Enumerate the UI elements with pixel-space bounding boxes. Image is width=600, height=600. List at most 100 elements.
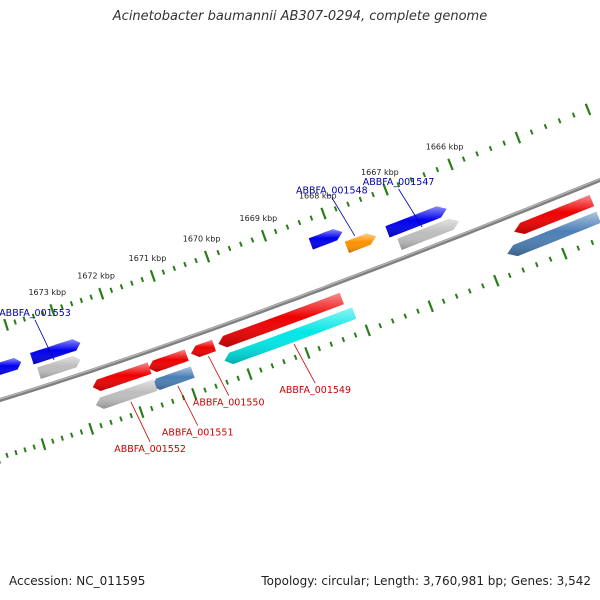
ruler-label: 1667 kbp [361,168,399,177]
outer-minor-tick [119,284,124,290]
outer-minor-tick [396,182,401,188]
inner-minor-tick [548,256,553,262]
gene-arrow-shading [37,356,81,379]
inner-minor-tick [236,375,241,381]
outer-minor-tick [69,300,74,307]
gene-feature-f_reverse_right2[interactable] [507,211,600,257]
outer-minor-tick [543,123,548,130]
inner-major-tick [88,422,95,435]
outer-major-tick [447,158,454,171]
inner-minor-tick [390,318,395,324]
outer-minor-tick [571,112,576,118]
outer-minor-tick [250,237,255,243]
gene-label-ABBFA_001550[interactable]: ABBFA_001550 [193,355,265,408]
outer-minor-tick [371,191,375,198]
ruler-label: 1666 kbp [426,143,464,152]
gene-feature-f_1552b[interactable] [95,379,158,409]
gene-label-text[interactable]: ABBFA_001547 [363,177,435,188]
gene-feature-f_left_edge[interactable] [0,358,22,376]
gene-label-text[interactable]: ABBFA_001548 [296,186,368,197]
gene-arrow-shading [218,292,344,348]
inner-minor-tick [99,422,103,429]
inner-minor-tick [590,239,595,246]
inner-minor-tick [454,293,459,299]
inner-minor-tick [109,419,113,426]
outer-minor-tick [488,145,493,152]
outer-minor-tick [31,313,36,319]
inner-major-tick [246,368,253,381]
gene-feature-f_orange[interactable] [344,233,377,254]
accession-text: Accession: NC_011595 [9,574,146,588]
inner-major-tick [40,438,47,451]
label-leader-line [398,188,423,228]
inner-major-tick [138,406,145,419]
gene-feature-f_1549a[interactable] [218,292,344,348]
gene-label-ABBFA_001551[interactable]: ABBFA_001551 [162,385,234,439]
gene-feature-f_1553b[interactable] [30,339,81,365]
gene-arrow-shading [92,362,152,391]
outer-minor-tick [79,297,84,304]
outer-minor-tick [529,129,534,135]
inner-minor-tick [60,435,64,441]
label-leader-line [208,355,230,396]
gene-feature-f_1551b[interactable] [151,366,195,390]
outer-major-tick [3,318,9,331]
outer-major-tick [382,183,389,196]
gene-label-text[interactable]: ABBFA_001553 [0,308,71,319]
gene-feature-f_1549b[interactable] [224,307,357,365]
inner-minor-tick [270,363,275,369]
gene-label-ABBFA_001552[interactable]: ABBFA_001552 [114,401,186,455]
outer-major-tick [584,103,592,116]
outer-major-tick [149,269,156,282]
outer-minor-tick [461,156,466,162]
outer-minor-tick [89,294,93,300]
inner-minor-tick [329,341,334,347]
gene-feature-f_forward_b[interactable] [385,206,447,238]
gene-arrow-shading [151,366,195,390]
gene-label-ABBFA_001549[interactable]: ABBFA_001549 [279,343,351,396]
gene-features[interactable] [0,195,600,409]
outer-major-tick [260,229,268,242]
inner-minor-tick [317,345,322,352]
inner-minor-tick [203,387,207,393]
inner-minor-tick [341,336,346,343]
gene-label-text[interactable]: ABBFA_001552 [114,444,186,455]
gene-arrow-shading [385,206,447,238]
outer-minor-tick [194,257,198,264]
gene-label-text[interactable]: ABBFA_001549 [279,385,351,396]
inner-minor-tick [51,438,55,444]
label-leader-line [331,197,356,237]
outer-minor-tick [346,201,350,207]
gene-arrow-shading [507,211,600,257]
outer-minor-tick [333,206,338,212]
outer-minor-tick [13,319,17,325]
outer-minor-tick [502,140,507,146]
gene-arrow-shading [308,229,343,250]
gene-feature-f_forward_c[interactable] [308,229,343,250]
outer-minor-tick [140,276,145,283]
inner-minor-tick [79,429,84,435]
gene-label-text[interactable]: ABBFA_001551 [162,428,234,439]
outer-minor-tick [109,287,114,293]
inner-minor-tick [5,452,9,458]
inner-minor-tick [441,298,446,304]
inner-minor-tick [534,261,539,268]
outer-tick-ring [3,103,592,331]
gene-feature-f_1551a[interactable] [148,349,189,373]
gene-label-ABBFA_001553[interactable]: ABBFA_001553 [0,308,71,361]
gene-feature-f_1550[interactable] [191,339,216,357]
gene-label-ABBFA_001548[interactable]: ABBFA_001548 [296,186,368,237]
gene-feature-f_1553a[interactable] [37,356,81,379]
gene-feature-f_forward_a[interactable] [397,218,460,250]
gene-label-ABBFA_001547[interactable]: ABBFA_001547 [363,177,435,228]
inner-minor-tick [119,416,123,422]
gene-feature-f_reverse_right1[interactable] [514,195,595,234]
inner-major-tick [364,324,371,337]
outer-minor-tick [435,166,440,173]
gene-label-text[interactable]: ABBFA_001550 [193,397,265,408]
outer-minor-tick [183,261,187,268]
gene-feature-f_1552a[interactable] [92,362,152,391]
outer-minor-tick [475,151,479,157]
